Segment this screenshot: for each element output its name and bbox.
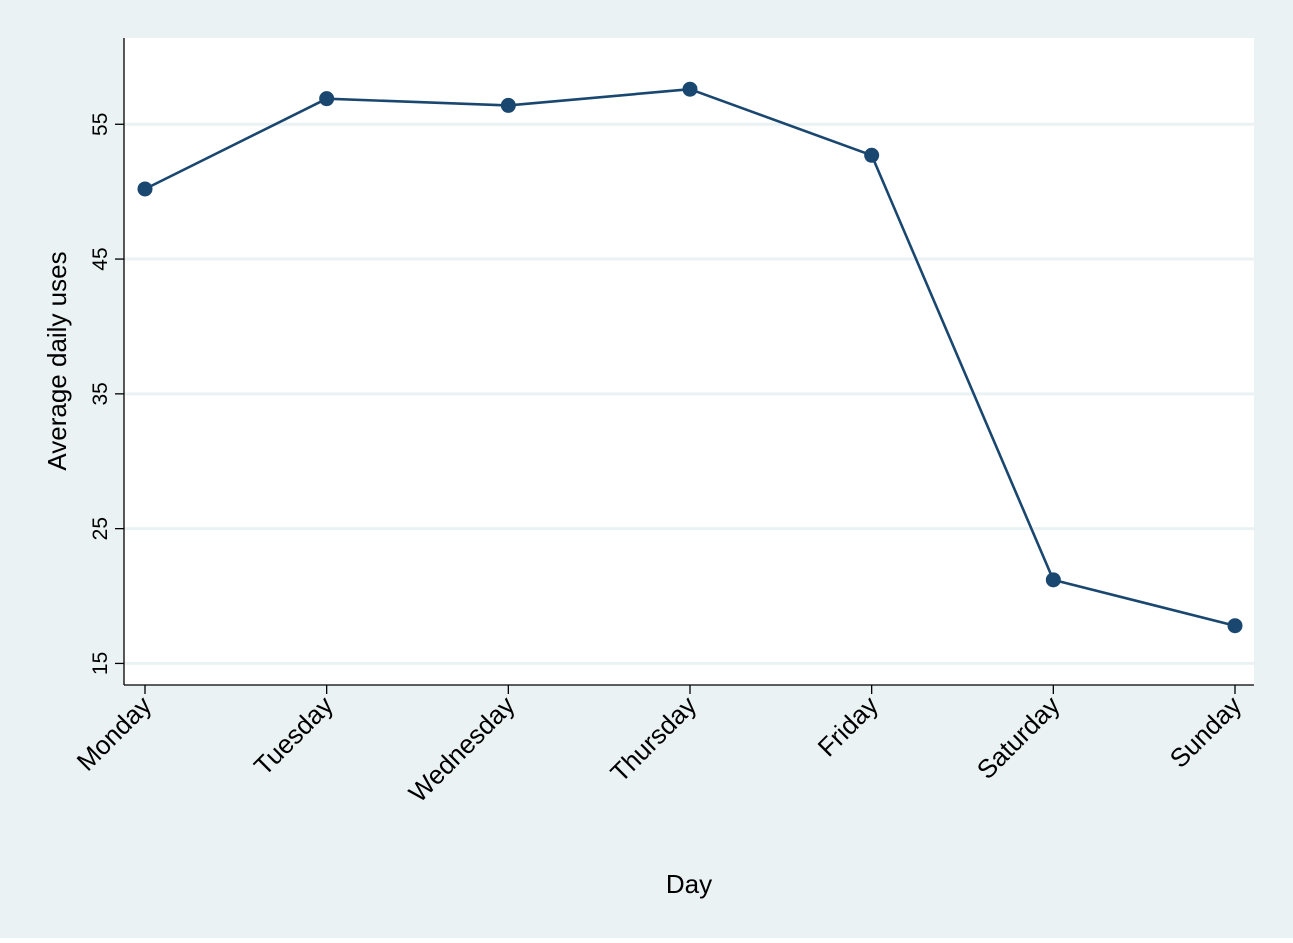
plot-area [124,38,1254,685]
data-point [1227,618,1243,634]
data-point [319,91,335,107]
y-tick-label: 55 [89,113,112,136]
y-axis-title: Average daily uses [42,251,72,470]
data-point [1045,572,1061,588]
gridlines [124,122,1254,665]
y-axis-ticks: 15 25 35 45 55 [89,113,124,675]
y-tick-label: 35 [89,382,112,405]
x-axis-title: Day [666,869,712,899]
y-tick-label: 15 [89,652,112,675]
y-tick-label: 25 [89,517,112,540]
data-point [864,147,880,163]
data-point [137,181,153,197]
data-point [682,81,698,97]
data-point [500,97,516,113]
data-points [137,81,1243,634]
y-tick-label: 45 [89,247,112,270]
